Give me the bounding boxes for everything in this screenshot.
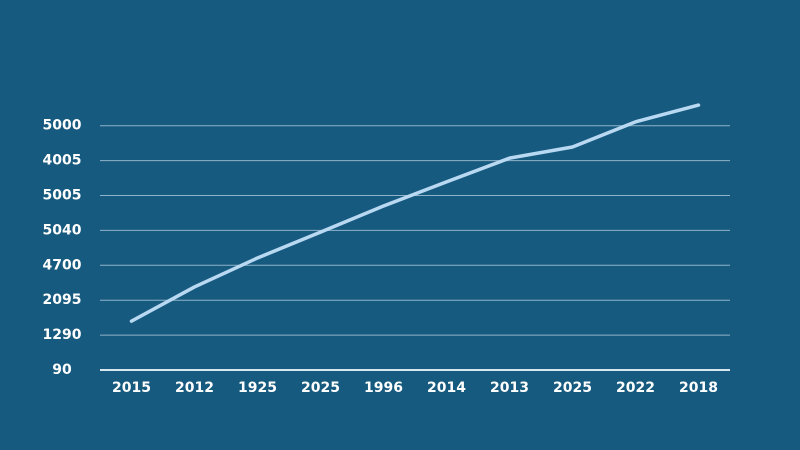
x-tick-label: 1996: [364, 380, 403, 396]
x-tick-label: 2014: [427, 380, 466, 396]
y-tick-label: 5000: [43, 118, 82, 134]
y-tick-label: 90: [52, 362, 72, 378]
y-tick-label: 5005: [43, 188, 82, 204]
y-tick-label: 4700: [43, 257, 82, 273]
x-tick-label: 2015: [112, 380, 151, 396]
x-tick-label: 2025: [301, 380, 340, 396]
x-tick-label: 1925: [238, 380, 277, 396]
x-tick-label: 2018: [679, 380, 718, 396]
y-tick-label: 2095: [43, 292, 82, 308]
data-line: [129, 103, 701, 323]
y-tick-label: 1290: [43, 327, 82, 343]
x-tick-label: 2025: [553, 380, 592, 396]
x-tick-label: 2013: [490, 380, 529, 396]
y-tick-label: 4005: [43, 153, 82, 169]
x-tick-label: 2022: [616, 380, 655, 396]
y-tick-label: 5040: [43, 222, 82, 238]
x-tick-label: 2012: [175, 380, 214, 396]
